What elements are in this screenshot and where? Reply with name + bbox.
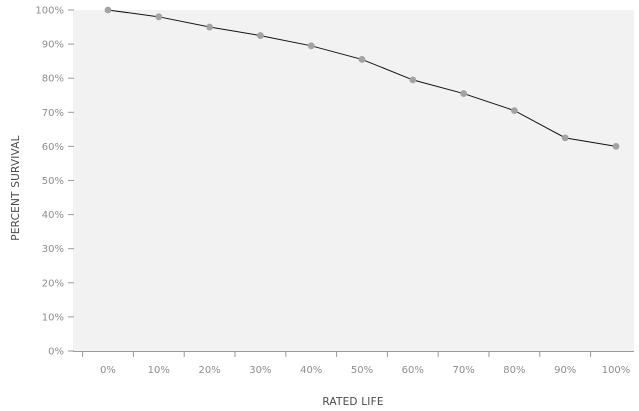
x-tick-label: 60% — [402, 365, 424, 376]
data-point — [460, 90, 467, 97]
y-tick-label: 10% — [42, 312, 64, 323]
y-tick-label: 70% — [42, 108, 64, 119]
data-point — [409, 76, 417, 84]
y-tick-label: 30% — [42, 244, 64, 255]
x-tick-label: 100% — [602, 365, 631, 376]
x-tick-label: 0% — [100, 365, 116, 376]
y-tick-label: 100% — [35, 6, 64, 17]
x-tick-label: 50% — [351, 365, 373, 376]
data-point — [561, 134, 569, 142]
y-tick-label: 50% — [42, 176, 64, 187]
y-tick-label: 0% — [48, 347, 64, 358]
data-point — [257, 32, 264, 39]
plot-area — [73, 10, 634, 351]
x-tick-label: 90% — [554, 365, 576, 376]
data-point — [104, 6, 112, 14]
x-tick-label: 80% — [503, 365, 525, 376]
x-tick-label: 20% — [198, 365, 220, 376]
x-tick-label: 70% — [452, 365, 474, 376]
x-axis-title: RATED LIFE — [322, 396, 383, 408]
y-tick-label: 20% — [42, 278, 64, 289]
x-tick-label: 30% — [249, 365, 271, 376]
data-point — [155, 13, 163, 21]
data-point — [511, 107, 518, 114]
y-tick-label: 90% — [42, 40, 64, 51]
data-point — [358, 56, 366, 63]
data-point — [612, 143, 620, 150]
data-point — [307, 42, 315, 50]
data-point — [206, 23, 214, 31]
y-tick-label: 40% — [42, 210, 64, 221]
y-tick-label: 80% — [42, 74, 64, 85]
x-tick-label: 40% — [300, 365, 322, 376]
series-layer — [104, 6, 620, 150]
y-axis-title: PERCENT SURVIVAL — [10, 135, 22, 240]
x-tick-label: 10% — [148, 365, 170, 376]
y-tick-label: 60% — [42, 142, 64, 153]
y-axis: 0% 10% 20% 30% 40% 50% 60% 70% 80% 90% 100% — [35, 6, 74, 358]
x-axis: 0% 10% 20% 30% 40% 50% 60% 70% 80% 90% 100% — [73, 351, 634, 376]
